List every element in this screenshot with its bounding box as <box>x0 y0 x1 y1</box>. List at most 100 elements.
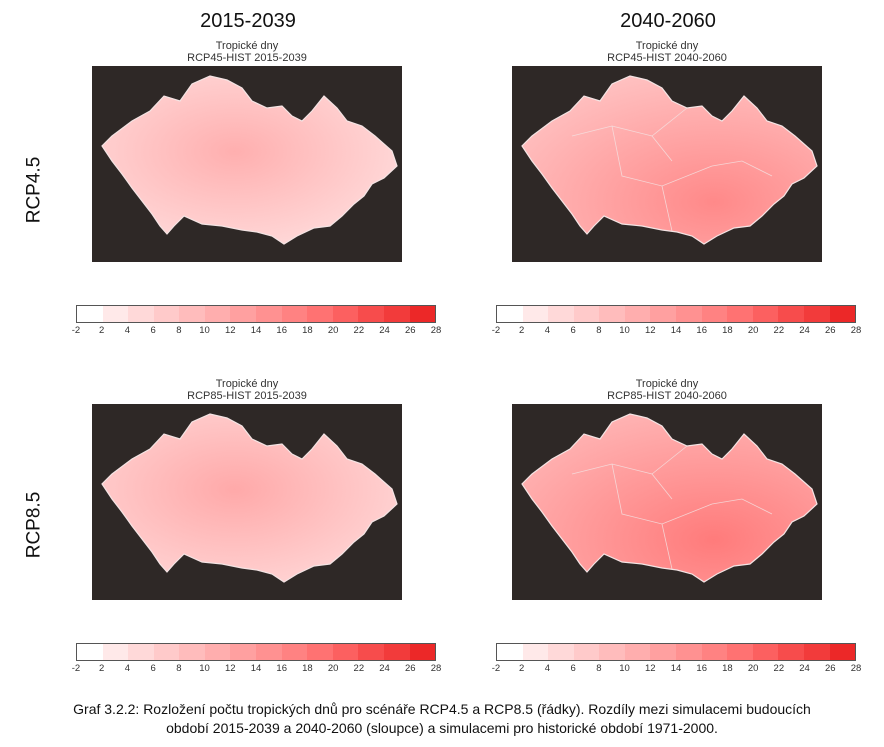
row-label-rcp85-text: RCP8.5 <box>23 491 44 559</box>
colorbar-segment <box>778 644 804 660</box>
colorbar-tick-label: 26 <box>824 325 836 336</box>
region-border <box>571 463 673 500</box>
colorbar-tick-label: -2 <box>491 325 501 336</box>
colorbar-segment <box>256 644 282 660</box>
colorbar-tick-label: 10 <box>199 325 210 336</box>
colorbar-tick-label: 28 <box>430 325 442 336</box>
colorbar-segment <box>829 644 856 660</box>
colorbar-tick-label: -2 <box>71 325 81 336</box>
colorbar-tick-label: 26 <box>404 325 416 336</box>
colorbar-tick-label: 16 <box>696 325 707 336</box>
colorbar-tick-label: 2 <box>99 325 105 336</box>
panel-subtitle: RCP45-HIST 2015-2039 <box>187 52 307 64</box>
colorbar-tick-label: 24 <box>799 325 810 336</box>
colorbar-segment <box>676 644 702 660</box>
map-svg <box>92 404 402 600</box>
colorbar-tick-label: 24 <box>379 325 390 336</box>
colorbar-segment <box>497 306 523 322</box>
colorbar-segment <box>727 306 753 322</box>
map-panel-rcp45-2040-2060: Tropické dny RCP45-HIST 2040-2060 <box>512 40 822 262</box>
colorbar-tick-label: 12 <box>224 325 236 336</box>
colorbar-tick-label: 20 <box>327 325 339 336</box>
colorbar-segment <box>230 306 257 322</box>
figure-caption: Graf 3.2.2: Rozložení počtu tropických d… <box>0 700 884 738</box>
colorbar-segment <box>230 644 257 660</box>
region-border <box>611 125 713 187</box>
colorbar-segment <box>307 644 333 660</box>
colorbar-segment <box>650 644 677 660</box>
colorbar-segment <box>281 644 308 660</box>
colorbar-segment <box>599 644 625 660</box>
colorbar-tick-label: 4 <box>124 325 131 336</box>
colorbar-segment <box>128 644 154 660</box>
country-shape <box>101 75 398 245</box>
colorbar-segment <box>548 306 574 322</box>
colorbar-tick-label: 24 <box>379 663 390 674</box>
colorbar-tick-label: 12 <box>644 325 656 336</box>
colorbar-tick-label: -2 <box>71 663 81 674</box>
colorbar-tick-label: 14 <box>250 663 262 674</box>
colorbar-segment <box>153 306 180 322</box>
colorbar-segment <box>573 644 600 660</box>
colorbar-tick-label: 28 <box>850 663 862 674</box>
colorbar-segment <box>256 306 282 322</box>
colorbar-tick-label: 18 <box>302 663 313 674</box>
colorbar-segment <box>332 644 359 660</box>
colorbar-tick-label: 26 <box>404 663 416 674</box>
colorbar-segment <box>573 306 600 322</box>
colorbar-tick-label: 2 <box>99 663 105 674</box>
caption-line-1: Graf 3.2.2: Rozložení počtu tropických d… <box>73 701 811 717</box>
colorbar-tick-label: 8 <box>596 325 602 336</box>
colorbar-tick-label: 24 <box>799 663 810 674</box>
colorbar-tick-label: 22 <box>773 663 785 674</box>
colorbar-segment <box>803 306 830 322</box>
region-border <box>661 185 673 232</box>
region-border <box>711 498 773 515</box>
colorbar-segment <box>153 644 180 660</box>
colorbar-segment <box>778 306 804 322</box>
colorbar-segment <box>179 644 205 660</box>
column-title-2015-2039: 2015-2039 <box>200 10 296 32</box>
country-shape <box>521 413 818 583</box>
panel-title: Tropické dny <box>635 378 699 390</box>
colorbar-segment <box>548 644 574 660</box>
panel-subtitle: RCP85-HIST 2015-2039 <box>187 390 307 402</box>
colorbar-segment <box>204 306 231 322</box>
row-label-rcp45-text: RCP4.5 <box>23 156 44 224</box>
map-panel-rcp85-2015-2039: Tropické dny RCP85-HIST 2015-2039 <box>92 378 402 600</box>
colorbar-tick-label: 20 <box>747 663 759 674</box>
panel-subtitle: RCP85-HIST 2040-2060 <box>607 390 727 402</box>
colorbar-segment <box>599 306 625 322</box>
colorbar-tick-label: 6 <box>570 663 576 674</box>
colorbar-segment <box>752 644 779 660</box>
colorbar-segment <box>522 306 549 322</box>
colorbar-tick-label: 20 <box>747 325 759 336</box>
panel-title: Tropické dny <box>215 378 279 390</box>
colorbar-tick-label: 14 <box>670 325 682 336</box>
colorbar-segment <box>77 306 103 322</box>
colorbar-tick-label: 16 <box>276 663 287 674</box>
colorbar-segment <box>281 306 308 322</box>
colorbar-tick-label: 18 <box>302 325 313 336</box>
colorbar-tick-label: 14 <box>670 663 682 674</box>
colorbar-segment <box>383 306 410 322</box>
colorbar-tick-label: 10 <box>619 663 630 674</box>
colorbar-segment <box>727 644 753 660</box>
column-title-2040-2060: 2040-2060 <box>620 10 716 32</box>
colorbar-tick-label: 20 <box>327 663 339 674</box>
colorbar-segment <box>676 306 702 322</box>
colorbar-tick-label: 28 <box>430 663 442 674</box>
colorbar-tick-label: 18 <box>722 325 733 336</box>
colorbar-segment <box>128 306 154 322</box>
colorbar-segment <box>102 644 129 660</box>
country-shape <box>521 75 818 245</box>
colorbar-tick-label: 10 <box>619 325 630 336</box>
colorbar-segment <box>752 306 779 322</box>
colorbar-tick-label: 4 <box>544 325 551 336</box>
colorbar-segment <box>701 644 728 660</box>
region-border <box>711 160 773 177</box>
caption-line-2: období 2015-2039 a 2040-2060 (sloupce) a… <box>166 720 718 736</box>
region-border <box>661 523 673 570</box>
colorbar-segment <box>179 306 205 322</box>
colorbar-tick-label: 16 <box>696 663 707 674</box>
